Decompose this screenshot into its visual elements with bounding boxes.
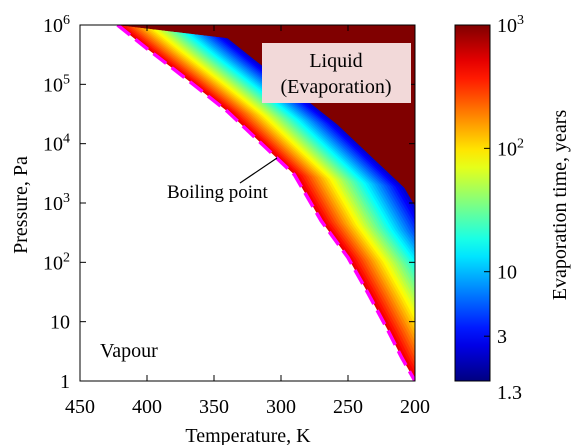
vapour-label: Vapour	[100, 340, 158, 362]
x-axis-title: Temperature, K	[185, 425, 311, 445]
y-tick-label: 1	[60, 371, 70, 393]
x-tick-label: 450	[65, 396, 95, 418]
y-tick-label: 106	[43, 13, 70, 37]
boiling-point-curve	[116, 25, 415, 381]
x-tick-label: 350	[199, 396, 229, 418]
colorbar-tick-label: 10	[497, 262, 517, 284]
y-tick-label: 105	[43, 72, 70, 96]
colorbar-title: Evaporation time, years	[549, 110, 571, 301]
boiling-point-label: Boiling point	[167, 182, 269, 203]
y-tick-label: 102	[43, 250, 70, 274]
y-axis: 1 10 102 103 104 105 106	[43, 13, 415, 393]
colorbar-tick-label: 3	[497, 326, 507, 348]
y-tick-label: 103	[43, 191, 70, 215]
y-tick-label: 10	[50, 312, 70, 334]
colorbar-gradient	[455, 25, 490, 381]
liquid-label: Liquid	[309, 50, 362, 72]
colorbar-frame	[454, 24, 491, 382]
y-tick-label: 104	[43, 132, 70, 156]
boiling-point-pointer	[239, 157, 278, 184]
x-tick-label: 200	[400, 396, 430, 418]
colorbar-tick-label: 103	[497, 13, 524, 37]
liquid-label-box	[262, 43, 411, 103]
colorbar-tick-label: 1.3	[497, 382, 522, 404]
vapour-region	[80, 25, 415, 381]
x-tick-label: 300	[266, 396, 296, 418]
x-tick-label: 400	[132, 396, 162, 418]
x-axis: 450 400 350 300 250 200	[65, 25, 430, 418]
y-axis-title: Pressure, Pa	[10, 156, 32, 254]
x-tick-label: 250	[333, 396, 363, 418]
colorbar-tick-label: 102	[497, 136, 524, 160]
evaporation-label: (Evaporation)	[280, 76, 391, 98]
